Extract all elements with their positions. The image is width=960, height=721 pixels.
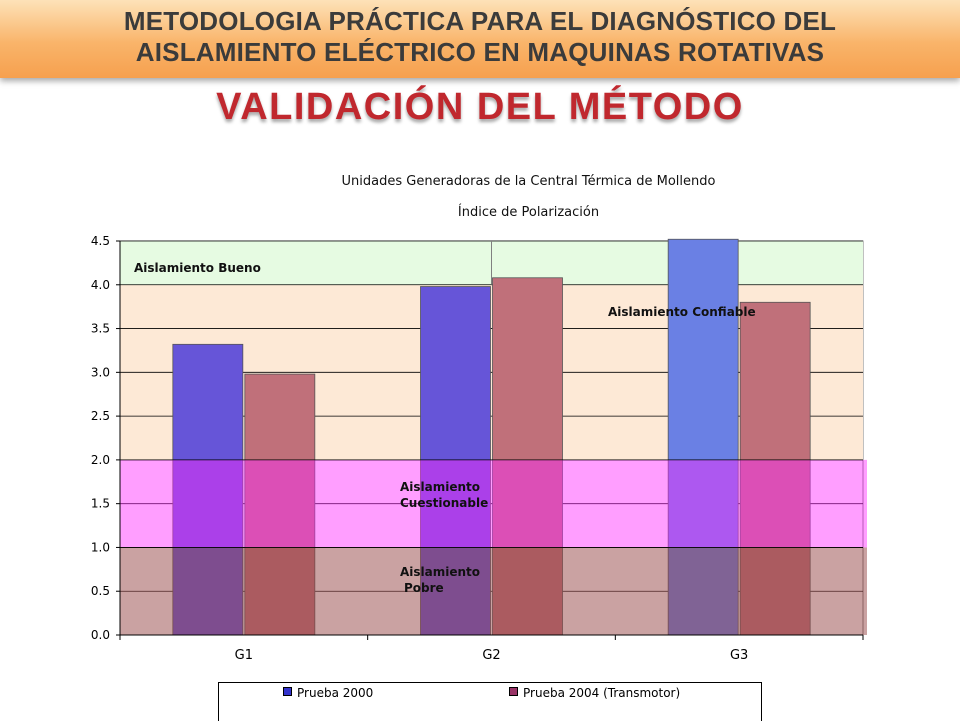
legend-swatch-2 — [509, 687, 518, 696]
chart-subtitle: Índice de Polarización — [457, 205, 600, 220]
slide-header: METODOLOGIA PRÁCTICA PARA EL DIAGNÓSTICO… — [0, 0, 960, 78]
y-tick-label-3: 1.0 — [91, 540, 110, 554]
legend-swatch-1 — [283, 687, 292, 696]
zone-band-2 — [120, 459, 867, 548]
zone-label-4-line-1: Aislamiento Bueno — [134, 261, 261, 275]
y-tick-label-5: 2.0 — [91, 453, 110, 467]
slide-subtitle: VALIDACIÓN DEL MÉTODO — [216, 86, 744, 128]
y-tick-label-1: 0.0 — [91, 628, 110, 642]
zone-label-1-line-2: Pobre — [404, 581, 444, 595]
legend: Prueba 2000 Prueba 2004 (Transmotor) — [218, 682, 762, 721]
zone-label-2-line-2: Cuestionable — [400, 496, 488, 510]
header-title-line-1: METODOLOGIA PRÁCTICA PARA EL DIAGNÓSTICO… — [123, 6, 837, 36]
zone-label-1-line-1: Aislamiento — [400, 565, 480, 579]
x-tick-label-g3: G3 — [730, 648, 748, 663]
legend-item-1: Prueba 2000 — [283, 686, 373, 700]
legend-item-2: Prueba 2004 (Transmotor) — [509, 686, 680, 700]
y-tick-label-10: 4.5 — [91, 234, 110, 248]
y-tick-label-9: 4.0 — [91, 278, 110, 292]
header-title-line-2: AISLAMIENTO ELÉCTRICO EN MAQUINAS ROTATI… — [135, 37, 825, 67]
y-tick-label-4: 1.5 — [91, 497, 110, 511]
y-tick-label-8: 3.5 — [91, 322, 110, 336]
legend-label-2: Prueba 2004 (Transmotor) — [523, 686, 681, 700]
zone-label-2-line-1: Aislamiento — [400, 480, 480, 494]
chart-title: Unidades Generadoras de la Central Térmi… — [341, 174, 716, 189]
x-tick-label-g2: G2 — [482, 648, 500, 663]
legend-label-1: Prueba 2000 — [297, 686, 374, 700]
y-tick-label-2: 0.5 — [91, 584, 110, 598]
x-tick-label-g1: G1 — [235, 648, 253, 663]
zone-label-3-line-1: Aislamiento Confiable — [608, 305, 756, 319]
zone-band-1 — [120, 547, 867, 635]
y-tick-label-6: 2.5 — [91, 409, 110, 423]
y-tick-label-7: 3.0 — [91, 365, 110, 379]
